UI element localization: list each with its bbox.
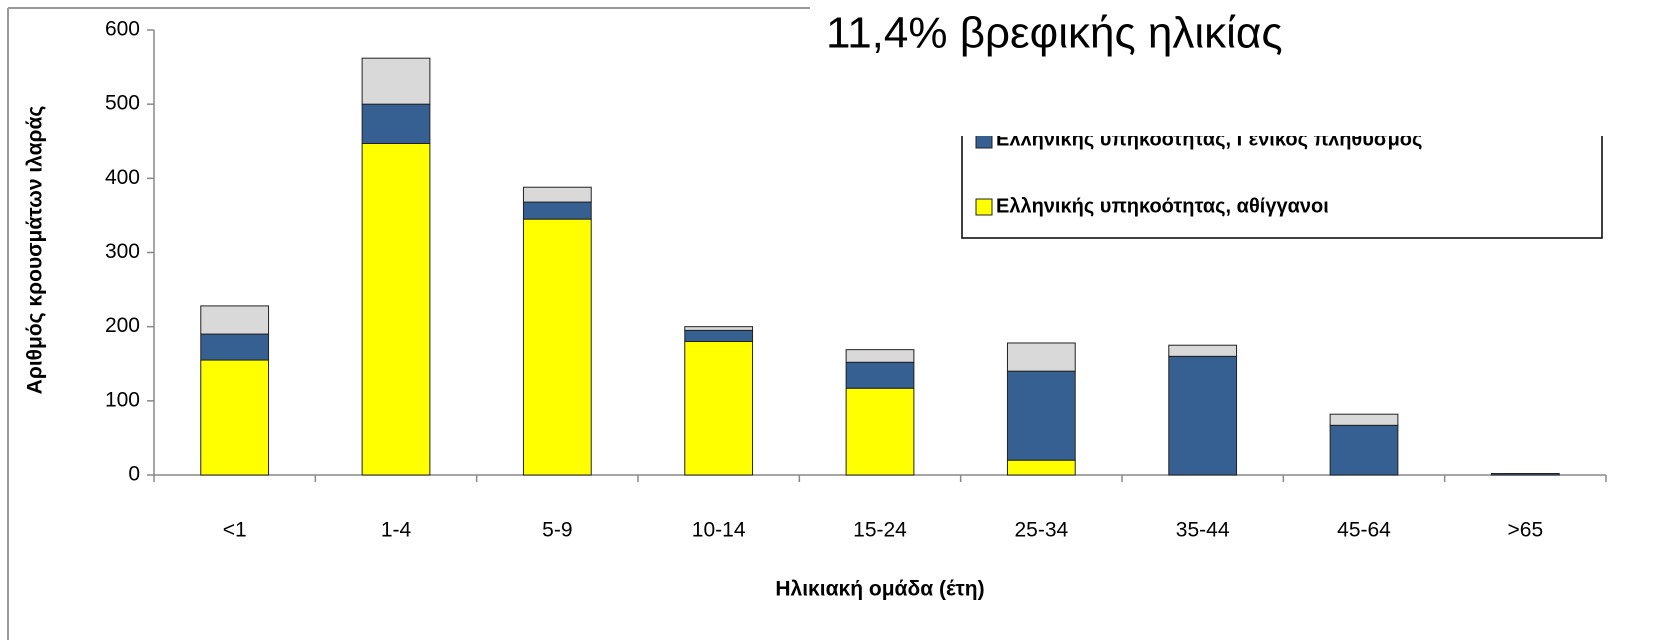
bar-segment bbox=[1168, 344, 1238, 357]
bar-segment bbox=[1006, 342, 1076, 372]
bar-segment bbox=[200, 359, 270, 476]
plot-area: 0 100 200 300 400 500 600 <1 1-4 5-9 10-14 15-24 25-… bbox=[105, 18, 1607, 542]
bar-segment bbox=[361, 57, 431, 105]
bar-segment bbox=[522, 218, 592, 476]
bar-segment bbox=[845, 361, 915, 389]
legend-box bbox=[961, 136, 1603, 239]
bar-segment bbox=[522, 186, 592, 203]
x-tick-label: 1-4 bbox=[381, 519, 412, 542]
bar-segment bbox=[1490, 473, 1560, 476]
bar-segment bbox=[684, 326, 754, 331]
y-tick-label: 100 bbox=[105, 388, 140, 411]
bar-segment bbox=[200, 305, 270, 335]
bar-segment bbox=[1329, 413, 1399, 426]
bar-segment bbox=[361, 142, 431, 476]
x-tick-label: <1 bbox=[223, 519, 247, 542]
bar-segment bbox=[684, 329, 754, 342]
x-tick-label: 45-64 bbox=[1337, 519, 1391, 542]
legend-swatch bbox=[975, 136, 993, 149]
legend-label: Ελληνικής υπηκοότητας, Γενικός πληθυσμός bbox=[996, 128, 1422, 150]
x-tick-label: 15-24 bbox=[853, 519, 907, 542]
bar-segment bbox=[845, 349, 915, 363]
y-tick-label: 600 bbox=[105, 18, 140, 41]
bar-segment bbox=[1329, 424, 1399, 476]
bar-segment bbox=[684, 341, 754, 476]
legend-label: Ελληνικής υπηκοότητας, αθίγγανοι bbox=[996, 195, 1329, 217]
x-tick-label: 25-34 bbox=[1014, 519, 1068, 542]
bar-segment bbox=[361, 103, 431, 144]
y-tick-label: 0 bbox=[128, 463, 140, 486]
y-tick-label: 300 bbox=[105, 240, 140, 263]
x-tick-label: >65 bbox=[1508, 519, 1544, 542]
y-tick-label: 200 bbox=[105, 314, 140, 337]
legend-swatch bbox=[975, 198, 993, 216]
x-tick-label: 35-44 bbox=[1176, 519, 1230, 542]
x-axis-label: Ηλικιακή ομάδα (έτη) bbox=[775, 578, 984, 601]
bar-segment bbox=[1168, 355, 1238, 476]
x-tick-label: 5-9 bbox=[542, 519, 572, 542]
x-tick-label: 10-14 bbox=[692, 519, 746, 542]
y-tick-label: 500 bbox=[105, 92, 140, 115]
bar-segment bbox=[1006, 370, 1076, 461]
y-axis-label: Αριθμός κρουσμάτων ιλαράς bbox=[24, 106, 47, 395]
bar-segment bbox=[522, 201, 592, 220]
bar-segment bbox=[200, 333, 270, 361]
annotation: 11,4% βρεφικής ηλικίας bbox=[826, 9, 1283, 58]
bar-segment bbox=[1006, 459, 1076, 476]
bar-segment bbox=[845, 387, 915, 476]
legend: Ελληνικής υπηκοότητας, Γενικός πληθυσμός… bbox=[961, 128, 1603, 239]
y-tick-label: 400 bbox=[105, 166, 140, 189]
